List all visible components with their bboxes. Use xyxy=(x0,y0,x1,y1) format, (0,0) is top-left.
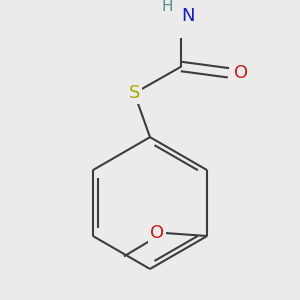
Text: S: S xyxy=(129,84,140,102)
Text: N: N xyxy=(181,7,194,25)
Text: H: H xyxy=(161,0,173,14)
Text: O: O xyxy=(150,224,164,242)
Text: O: O xyxy=(234,64,248,82)
